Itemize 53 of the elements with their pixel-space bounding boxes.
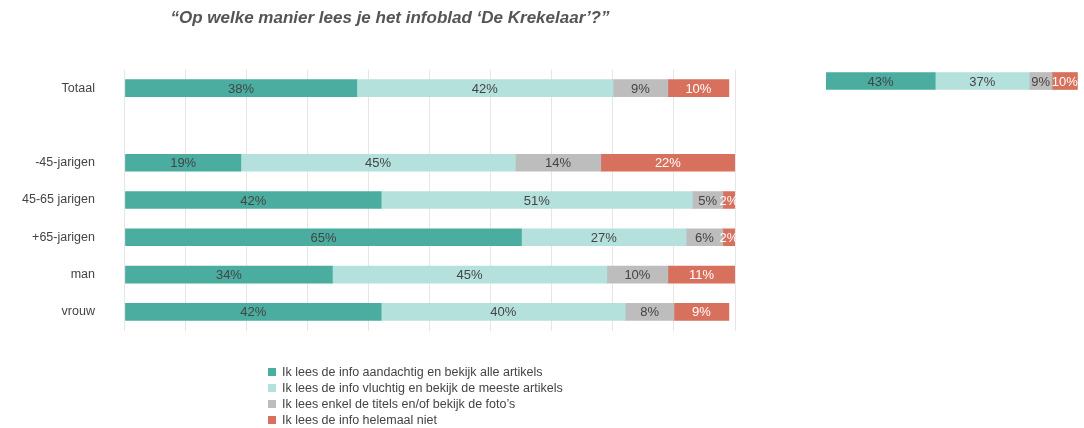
chart-title: “Op welke manier lees je het infoblad ‘De Krekelaar’?”	[169, 8, 611, 28]
y-tick-label: +65-jarigen	[32, 229, 96, 244]
bar	[521, 228, 687, 247]
data-label: 42%	[240, 304, 267, 320]
bar	[826, 72, 936, 90]
data-label: 45%	[456, 267, 484, 283]
data-label: 10%	[624, 267, 651, 283]
data-label: 43%	[867, 73, 895, 89]
data-label: 10%	[1051, 73, 1079, 89]
bar	[515, 153, 602, 172]
bar	[125, 191, 382, 209]
data-label: 42%	[240, 192, 267, 208]
data-label: 51%	[523, 192, 551, 208]
data-label: 37%	[969, 73, 996, 89]
bar	[125, 79, 358, 97]
data-label: 9%	[692, 304, 712, 320]
bar	[125, 303, 382, 321]
legend-label: Ik lees de info vluchtig en bekijk de meeste artikels	[282, 381, 563, 395]
bar	[125, 228, 522, 247]
data-label: 10%	[685, 80, 712, 96]
data-label: 19%	[170, 155, 197, 171]
data-label: 6%	[695, 229, 715, 245]
data-label: 8%	[640, 304, 660, 320]
data-label: 38%	[228, 80, 255, 96]
data-label: 9%	[1031, 73, 1051, 89]
bar	[125, 265, 333, 284]
bar	[380, 303, 626, 321]
data-label: 9%	[631, 80, 651, 96]
data-label: 22%	[654, 155, 682, 171]
data-label: 14%	[545, 155, 572, 171]
legend-label: Ik lees de info helemaal niet	[282, 413, 437, 427]
bar	[600, 153, 735, 172]
bar	[240, 153, 516, 172]
legend-label: Ik lees enkel de titels en/of bekijk de foto’s	[282, 397, 516, 411]
data-label: 27%	[590, 229, 618, 245]
data-label: 34%	[215, 267, 243, 283]
legend-label: Ik lees de info aandachtig en bekijk alle artikels	[282, 365, 543, 379]
y-tick-label: Totaal	[61, 80, 95, 95]
data-label: 40%	[490, 304, 517, 320]
data-label: 65%	[310, 229, 337, 245]
bar	[125, 153, 242, 172]
data-label: 42%	[471, 80, 499, 96]
y-tick-label: 45-65 jarigen	[22, 192, 96, 207]
data-label: 5%	[698, 192, 718, 208]
y-tick-label: man	[70, 267, 95, 282]
bar	[332, 265, 608, 284]
data-label: 45%	[365, 155, 392, 171]
y-tick-label: -45-jarigen	[35, 155, 95, 170]
bar	[934, 72, 1030, 90]
bar	[380, 191, 693, 209]
data-label: 11%	[688, 267, 715, 283]
y-tick-label: vrouw	[61, 304, 96, 319]
bar	[356, 79, 614, 97]
